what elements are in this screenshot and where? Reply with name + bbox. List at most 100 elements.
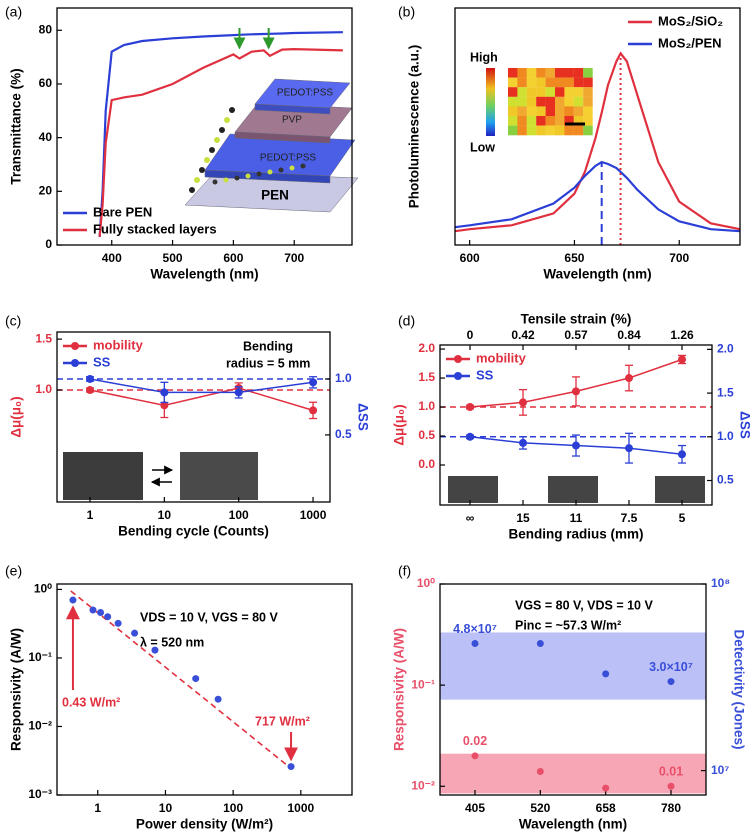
- x-tick-label: 600: [223, 251, 243, 265]
- x-tick-label: 100: [229, 508, 249, 522]
- y-axis-label: Δμ(μ₀): [392, 404, 407, 445]
- series-line: [89, 387, 314, 412]
- inset-pixel: [564, 77, 574, 88]
- inset-atom: [267, 169, 273, 175]
- point: [572, 441, 580, 450]
- inset-pixel: [545, 125, 556, 136]
- y-tick-label: 0: [45, 237, 52, 251]
- inset-atom: [224, 117, 230, 123]
- point: [131, 629, 139, 637]
- y-tick-label: 60: [39, 76, 53, 90]
- inset-label: PEDOT:PSS: [260, 153, 316, 164]
- inset-atom: [219, 127, 225, 133]
- x-tick-label: 650: [564, 251, 584, 265]
- point: [160, 401, 169, 410]
- inset-pixel: [573, 96, 584, 107]
- y-tick-label: 80: [39, 22, 53, 36]
- annotation: VGS = 80 V, VDS = 10 V: [515, 598, 653, 612]
- annotation: 0.43 W/m²: [62, 695, 120, 709]
- inset-pixel: [517, 106, 527, 117]
- inset-label: Low: [470, 140, 495, 154]
- y-axis-label: Responsivity (A/W): [392, 628, 407, 751]
- y-tick-label: 1.0: [35, 382, 52, 396]
- y2-tick-label: 0.5: [717, 473, 734, 487]
- annotation: λ = 520 nm: [140, 635, 204, 649]
- inset-pixel: [545, 96, 556, 107]
- point: [114, 619, 122, 627]
- inset-pixel: [526, 106, 537, 117]
- legend-marker: [454, 372, 462, 380]
- photo: [655, 476, 705, 503]
- y-tick-label: 20: [39, 183, 53, 197]
- inset-pixel: [564, 68, 574, 78]
- inset-pixel: [517, 116, 527, 126]
- value-label: 4.8×10⁷: [453, 622, 497, 636]
- y2-tick-label: 2.0: [717, 342, 734, 356]
- inset-pixel: [536, 96, 546, 107]
- point: [667, 782, 675, 790]
- y-tick-label: 10⁻³: [28, 787, 52, 801]
- inset-pixel: [536, 77, 546, 88]
- y-tick-label: 10⁻¹: [28, 650, 52, 664]
- x-tick-label: 405: [465, 801, 485, 815]
- inset-atom: [229, 107, 235, 113]
- inset-pixel: [517, 87, 527, 97]
- color-bar: [486, 68, 495, 136]
- inset-pixel: [508, 96, 518, 107]
- inset-pixel: [555, 125, 565, 136]
- plot-frame: [56, 583, 353, 796]
- inset-pixel: [526, 96, 537, 107]
- y-tick-label: 10⁰: [34, 582, 52, 596]
- inset-label: High: [470, 50, 498, 64]
- point: [69, 596, 77, 604]
- annotation: Bending: [243, 339, 293, 353]
- inset-layer: [234, 131, 331, 144]
- x-tick-label: 500: [163, 251, 183, 265]
- inset-layer: [254, 103, 331, 115]
- inset-label: PEDOT:PSS: [277, 88, 333, 99]
- value-label: 0.02: [463, 734, 487, 748]
- x-tick-label: 520: [530, 801, 550, 815]
- inset-pixel: [536, 68, 546, 78]
- y-tick-label: 2.0: [418, 341, 435, 355]
- point: [602, 670, 610, 678]
- inset-pixel: [536, 106, 546, 117]
- inset-pixel: [517, 68, 527, 78]
- point: [104, 613, 112, 621]
- series-line: [89, 378, 314, 394]
- inset-pixel: [555, 68, 565, 78]
- inset-pixel: [583, 106, 593, 117]
- inset-pixel: [508, 68, 518, 78]
- x-tick-label: 100: [223, 801, 243, 815]
- x-tick-label: ∞: [466, 511, 475, 525]
- x-axis-label: Bending cycle (Counts): [118, 524, 269, 539]
- legend-marker: [71, 342, 79, 350]
- legend-marker: [71, 359, 79, 367]
- x-axis-label: Wavelength (nm): [519, 817, 627, 832]
- point: [678, 355, 686, 364]
- inset-pixel: [573, 125, 584, 136]
- legend-marker: [454, 355, 462, 363]
- inset-pixel: [545, 87, 556, 97]
- inset-pixel: [517, 125, 527, 136]
- y2-tick-label: 10⁸: [711, 576, 730, 590]
- inset-pixel: [526, 68, 537, 78]
- inset-atom: [300, 163, 306, 169]
- inset-atom: [289, 165, 295, 171]
- inset-pixel: [573, 68, 584, 78]
- y-axis-label: Photoluminescence (a.u.): [407, 45, 422, 209]
- point: [85, 386, 94, 395]
- inset-pixel: [536, 87, 546, 97]
- band: [440, 753, 706, 794]
- inset-pixel: [508, 116, 518, 126]
- inset-atom: [223, 177, 229, 183]
- point: [466, 403, 474, 412]
- inset-label: PEN: [261, 188, 289, 203]
- y-tick-label: 1.5: [418, 370, 435, 384]
- point: [519, 398, 527, 407]
- point: [471, 639, 479, 647]
- inset-pixel: [583, 77, 593, 88]
- x-tick-label: 7.5: [621, 511, 638, 525]
- y-tick-label: 0.5: [418, 428, 435, 442]
- inset-atom: [256, 171, 262, 177]
